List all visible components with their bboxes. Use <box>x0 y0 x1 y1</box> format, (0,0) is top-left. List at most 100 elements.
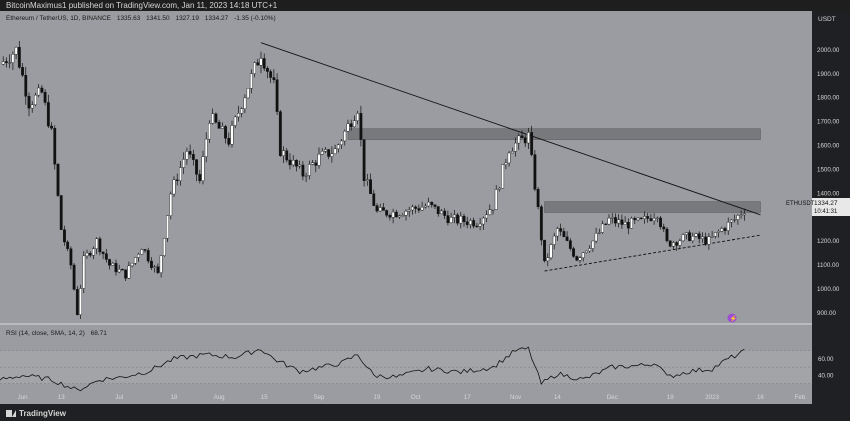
candle-body <box>169 193 173 216</box>
time-axis-labels: Jun 13 Jul 18 Aug 15 Sep 19 Oct 17 Nov 14 Dec 19 2023 1… <box>18 394 806 401</box>
tradingview-icon <box>6 410 16 417</box>
candle <box>104 248 108 263</box>
candle-body <box>301 164 305 177</box>
candle <box>710 230 714 238</box>
candle <box>607 214 611 226</box>
candle <box>549 243 553 260</box>
candle-body <box>433 204 437 207</box>
candle <box>417 204 421 213</box>
candle <box>636 217 640 222</box>
resistance-zones <box>347 128 761 213</box>
candle <box>543 239 546 263</box>
candle <box>604 223 608 225</box>
rsi-legend[interactable]: RSI (14, close, SMA, 14, 2) 68.71 <box>6 330 111 337</box>
time-axis-panel[interactable] <box>0 404 850 421</box>
alert-icon[interactable]: ⚡ <box>727 313 737 323</box>
candle-body <box>37 87 41 96</box>
candle <box>559 223 563 236</box>
legend-high: 1341.50 <box>146 15 170 22</box>
candle-body <box>446 215 450 224</box>
candle-body <box>610 217 614 219</box>
candle-body <box>562 231 566 238</box>
candle-body <box>230 125 234 145</box>
candle-body <box>21 67 24 76</box>
candle <box>646 213 650 223</box>
candle <box>562 227 566 238</box>
candle <box>127 261 131 280</box>
candle <box>175 173 179 186</box>
candle-body <box>452 214 456 218</box>
candle <box>581 252 585 262</box>
candle-body <box>111 263 115 266</box>
candle <box>507 151 511 167</box>
candle-body <box>649 218 653 221</box>
candle-body <box>675 242 679 246</box>
candle-body <box>124 269 128 279</box>
time-tick: 16 <box>757 394 764 401</box>
candle <box>140 248 144 255</box>
candle-body <box>549 244 553 259</box>
time-tick: 14 <box>554 394 561 401</box>
candle <box>739 210 743 219</box>
candle-body <box>575 256 579 261</box>
candle <box>536 187 540 210</box>
candle <box>694 232 698 238</box>
candle <box>233 115 237 129</box>
candle <box>691 232 695 244</box>
candle-body <box>552 235 556 245</box>
rsi-tick: 40.00 <box>818 372 834 379</box>
time-tick: 17 <box>464 394 471 401</box>
candle-body <box>349 123 353 128</box>
candle <box>240 107 244 118</box>
candle-body <box>730 219 733 223</box>
candle-body <box>491 209 495 211</box>
candle <box>443 208 447 219</box>
candle <box>75 286 79 316</box>
rsi-line <box>0 346 745 392</box>
candle <box>556 226 559 241</box>
candle <box>568 238 572 251</box>
candle <box>40 85 44 94</box>
candle <box>169 191 173 220</box>
candle <box>108 258 111 270</box>
price-label-box: ETHUSDT 1334.27 10:41:31 ETHUSDT <box>786 197 850 216</box>
candle <box>259 51 263 74</box>
candle <box>253 61 256 78</box>
candle-body <box>327 149 331 157</box>
candle <box>214 112 218 124</box>
candle-body <box>533 154 537 190</box>
resistance-zone-2 <box>544 201 761 213</box>
candle <box>314 159 318 173</box>
candle <box>546 253 550 267</box>
candle-body <box>449 217 453 224</box>
candle <box>520 130 524 138</box>
candle-body <box>137 254 140 258</box>
price-axis-ticks: 2000.00 1900.00 1800.00 1700.00 1600.00 1500.… <box>817 47 840 317</box>
candle-body <box>475 225 479 228</box>
candle <box>736 214 740 225</box>
candle-body <box>188 151 192 155</box>
candle <box>275 73 279 116</box>
publish-header: BitcoinMaximus1 published on TradingView… <box>0 0 850 11</box>
candles <box>1 41 746 319</box>
candle <box>224 124 227 144</box>
tradingview-logo[interactable]: TradingView <box>6 409 66 418</box>
candle-body <box>275 79 279 112</box>
candle <box>79 284 82 319</box>
candle-body <box>604 223 608 225</box>
symbol-legend[interactable]: Ethereum / TetherUS, 1D, BINANCE 1335.63… <box>6 15 280 22</box>
candle <box>282 146 285 163</box>
candle-body <box>501 164 505 189</box>
candle <box>475 222 479 228</box>
candle-body <box>372 193 376 206</box>
candle <box>50 122 53 131</box>
candle-body <box>195 159 198 175</box>
candle-body <box>127 265 131 279</box>
candle-body <box>17 47 21 68</box>
candle <box>372 189 376 207</box>
candle <box>539 204 543 246</box>
candle <box>459 211 463 229</box>
candle-body <box>253 62 256 74</box>
candle-body <box>594 233 598 242</box>
